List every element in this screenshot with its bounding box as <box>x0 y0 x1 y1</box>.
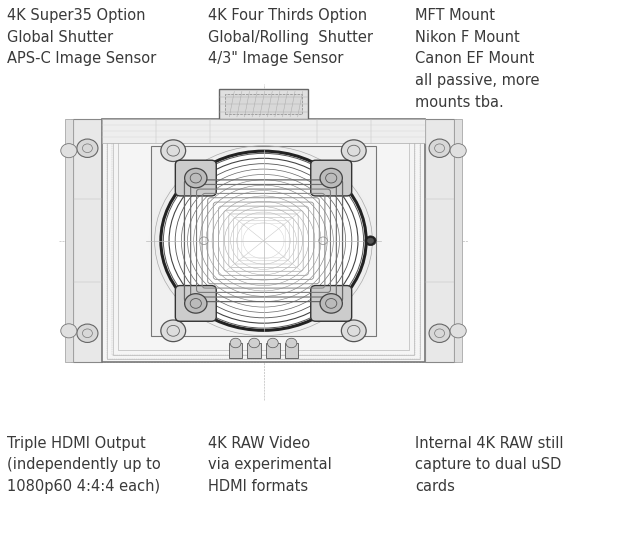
Circle shape <box>320 294 342 313</box>
Ellipse shape <box>243 224 284 258</box>
Text: Triple HDMI Output
(independently up to
1080p60 4:4:4 each): Triple HDMI Output (independently up to … <box>7 436 161 494</box>
Text: MFT Mount
Nikon F Mount
Canon EF Mount
all passive, more
mounts tba.: MFT Mount Nikon F Mount Canon EF Mount a… <box>415 8 540 109</box>
Ellipse shape <box>224 210 303 271</box>
Ellipse shape <box>236 219 291 263</box>
Circle shape <box>185 168 207 188</box>
Circle shape <box>267 338 278 348</box>
Ellipse shape <box>232 216 295 266</box>
Bar <box>102 119 425 143</box>
Circle shape <box>342 320 366 342</box>
Circle shape <box>161 140 185 161</box>
Bar <box>247 343 261 358</box>
Bar <box>285 343 298 358</box>
Circle shape <box>249 338 260 348</box>
Ellipse shape <box>163 163 364 319</box>
Bar <box>266 343 280 358</box>
Ellipse shape <box>228 213 299 268</box>
Bar <box>107 123 420 359</box>
Bar <box>112 127 415 355</box>
Circle shape <box>61 143 77 158</box>
Circle shape <box>77 324 98 342</box>
Circle shape <box>161 320 185 342</box>
Ellipse shape <box>149 151 378 330</box>
Circle shape <box>77 139 98 157</box>
Ellipse shape <box>188 182 339 299</box>
Text: 4K Four Thirds Option
Global/Rolling  Shutter
4/3" Image Sensor: 4K Four Thirds Option Global/Rolling Shu… <box>208 8 373 67</box>
Circle shape <box>320 168 342 188</box>
Circle shape <box>450 324 466 338</box>
Bar <box>229 343 242 358</box>
Bar <box>151 146 376 335</box>
FancyBboxPatch shape <box>311 160 352 196</box>
Bar <box>102 119 425 362</box>
Text: Internal 4K RAW still
capture to dual uSD
cards: Internal 4K RAW still capture to dual uS… <box>415 436 564 494</box>
Bar <box>425 119 454 362</box>
Ellipse shape <box>246 227 280 254</box>
Ellipse shape <box>250 230 277 252</box>
Bar <box>454 119 462 362</box>
Ellipse shape <box>218 204 309 277</box>
Ellipse shape <box>239 221 288 260</box>
Bar <box>65 119 73 362</box>
Ellipse shape <box>156 157 371 325</box>
Ellipse shape <box>167 166 360 316</box>
Bar <box>113 127 414 354</box>
Ellipse shape <box>214 202 313 280</box>
Ellipse shape <box>174 171 353 311</box>
Ellipse shape <box>181 176 346 305</box>
Ellipse shape <box>206 196 321 285</box>
Circle shape <box>368 238 374 243</box>
Bar <box>71 119 456 362</box>
Ellipse shape <box>192 185 335 296</box>
Circle shape <box>230 338 241 348</box>
Text: 4K Super35 Option
Global Shutter
APS-C Image Sensor: 4K Super35 Option Global Shutter APS-C I… <box>7 8 157 67</box>
Circle shape <box>286 338 297 348</box>
Ellipse shape <box>196 188 331 294</box>
Ellipse shape <box>254 233 273 249</box>
FancyBboxPatch shape <box>175 160 216 196</box>
Circle shape <box>61 324 77 338</box>
Bar <box>107 123 420 359</box>
Circle shape <box>429 139 450 157</box>
Text: 4K RAW Video
via experimental
HDMI formats: 4K RAW Video via experimental HDMI forma… <box>208 436 332 494</box>
Circle shape <box>185 294 207 313</box>
Bar <box>73 119 102 362</box>
FancyBboxPatch shape <box>175 286 216 321</box>
Ellipse shape <box>153 154 374 327</box>
Circle shape <box>429 324 450 342</box>
Ellipse shape <box>178 174 349 308</box>
Circle shape <box>450 143 466 158</box>
Ellipse shape <box>221 207 306 274</box>
Ellipse shape <box>203 193 324 288</box>
Bar <box>118 131 409 351</box>
Ellipse shape <box>236 219 291 262</box>
Ellipse shape <box>159 160 367 321</box>
Circle shape <box>342 140 366 161</box>
Ellipse shape <box>185 180 342 302</box>
Ellipse shape <box>200 190 327 291</box>
Circle shape <box>161 151 366 331</box>
FancyBboxPatch shape <box>311 286 352 321</box>
Bar <box>218 89 308 119</box>
Bar <box>225 95 302 114</box>
Ellipse shape <box>170 168 356 313</box>
Circle shape <box>365 236 376 246</box>
Ellipse shape <box>210 199 317 282</box>
